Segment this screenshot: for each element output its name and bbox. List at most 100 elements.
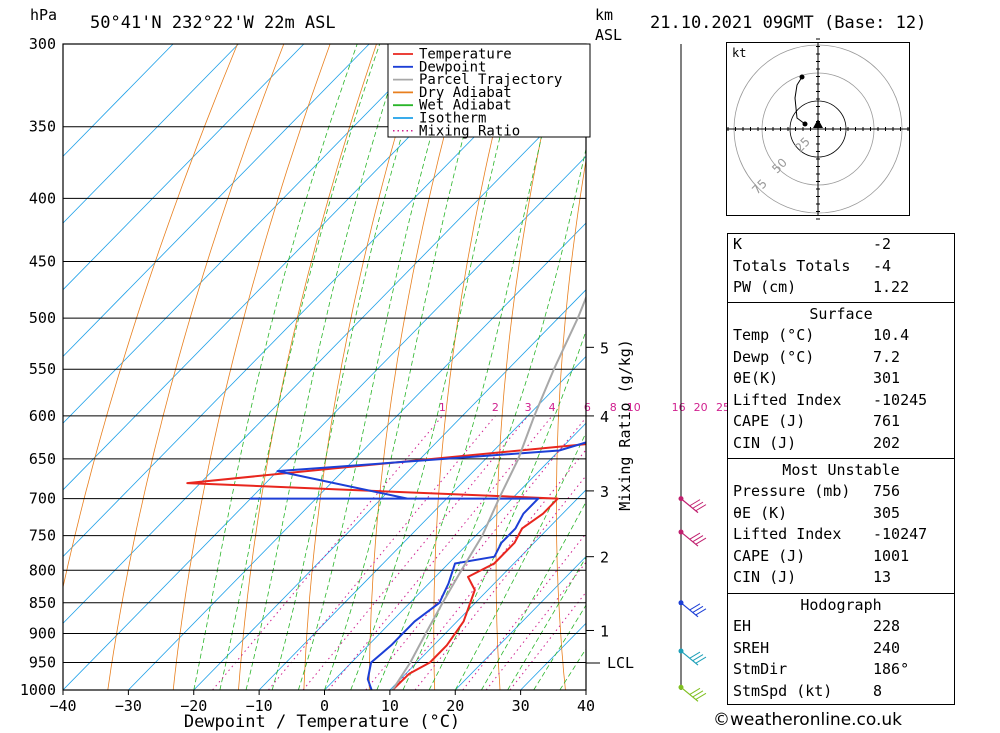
wind-barb-feather xyxy=(692,654,704,661)
wind-barb-feather xyxy=(695,692,707,700)
x-tick-label: −20 xyxy=(180,697,207,715)
mixing-ratio-label: 3 xyxy=(525,401,532,414)
hodograph-frame xyxy=(726,42,910,216)
km-tick-label: 1 xyxy=(600,622,609,640)
isotherm-line xyxy=(63,44,435,424)
mixing-ratio-labels: 1 2 3 4 6 8 10 16 20 25 xyxy=(439,401,730,414)
isotherm-line xyxy=(63,89,586,624)
most-unstable-row: θE (K) 305 xyxy=(733,503,901,522)
legend-label: Parcel Trajectory xyxy=(419,72,562,88)
hodograph-row: StmSpd (kt) 8 xyxy=(733,681,883,700)
km-tick-label: 4 xyxy=(600,408,609,426)
wind-barb-feather xyxy=(689,603,701,611)
most-unstable-title: Most Unstable xyxy=(782,461,900,479)
height-axis: 5 4 3 2 1 xyxy=(586,339,609,640)
wind-barb-feather xyxy=(689,651,701,659)
isotherm-line xyxy=(63,44,566,558)
index-row-k: K -2 xyxy=(733,235,892,253)
wet-adiabat-line xyxy=(193,44,358,690)
dewpoint-line xyxy=(249,441,586,690)
mixing-ratio-label: 16 xyxy=(672,401,686,414)
pressure-tick-label: 650 xyxy=(29,450,56,468)
wind-barb-feather xyxy=(689,532,701,540)
mixing-ratio-label: 8 xyxy=(610,401,617,414)
mixing-ratio-label: 20 xyxy=(694,401,708,414)
x-tick-label: −30 xyxy=(115,697,142,715)
wet-adiabat-line xyxy=(376,44,565,690)
wind-barb-feather xyxy=(692,501,704,509)
most-unstable-row: CIN (J) 13 xyxy=(733,568,892,586)
wet-adiabat-line xyxy=(219,44,381,690)
pressure-tick-label: 600 xyxy=(29,407,56,425)
lcl-label: LCL xyxy=(607,654,634,672)
pressure-tick-label: 500 xyxy=(29,309,56,327)
x-axis-label: Dewpoint / Temperature (°C) xyxy=(184,712,460,732)
most-unstable-row: Lifted Index -10247 xyxy=(733,525,928,543)
wet-adiabat-line xyxy=(454,431,586,690)
wind-barb-feather xyxy=(689,499,701,507)
legend-label: Temperature xyxy=(419,47,512,63)
isotherm-line xyxy=(63,44,174,157)
most-unstable-row: Pressure (mb) 756 xyxy=(733,482,901,500)
wind-profile xyxy=(678,44,707,702)
storm-motion-marker xyxy=(813,119,823,128)
dry-adiabat-line xyxy=(107,44,285,690)
dry-adiabat-line xyxy=(495,44,563,690)
station-location: 50°41'N 232°22'W 22m ASL xyxy=(90,13,336,33)
x-tick-label: 0 xyxy=(320,697,329,715)
isotherm-line xyxy=(193,289,586,690)
credit-link[interactable]: ©weatheronline.co.uk xyxy=(713,710,903,730)
most-unstable-row: CAPE (J) 1001 xyxy=(733,546,910,565)
isotherm-line xyxy=(63,44,501,491)
dry-adiabat-line xyxy=(63,44,238,590)
wind-barb-feather xyxy=(692,605,704,613)
hodograph-unit: kt xyxy=(732,46,746,60)
mixing-ratio-label: 10 xyxy=(627,401,641,414)
isotherm-line xyxy=(63,44,370,358)
pressure-tick-label: 1000 xyxy=(20,681,56,699)
isotherm-line xyxy=(454,556,586,690)
pressure-tick-label: 800 xyxy=(29,561,56,579)
wind-barb-feather xyxy=(692,690,704,698)
surface-title: Surface xyxy=(809,305,873,323)
wind-barb-feather xyxy=(695,608,707,616)
legend-label: Mixing Ratio xyxy=(419,123,520,139)
x-tick-label: 10 xyxy=(381,697,399,715)
isotherm-line xyxy=(324,422,586,690)
wind-barb-feather xyxy=(695,537,707,545)
wind-barb-feather xyxy=(689,687,701,695)
pressure-unit: hPa xyxy=(30,6,57,24)
mixing-ratio-axis-label: Mixing Ratio (g/kg) xyxy=(616,339,634,511)
wind-barb xyxy=(680,686,699,702)
hodograph-table: Hodograph EH 228 SREH 240 StmDir 186° StmSp… xyxy=(727,593,955,705)
x-tick-label: 20 xyxy=(446,697,464,715)
dry-adiabat-line xyxy=(556,157,586,690)
isotherm-line xyxy=(63,44,305,291)
km-tick-label: 3 xyxy=(600,483,609,501)
isotherm-line xyxy=(63,155,586,690)
dry-adiabat-line xyxy=(238,44,377,690)
mixing-ratio-line xyxy=(212,415,443,690)
hodograph-row: StmDir 186° xyxy=(733,660,910,678)
wind-barb xyxy=(680,650,699,666)
hodograph-row: SREH 240 xyxy=(733,638,901,657)
legend-label: Dry Adiabat xyxy=(419,85,512,101)
surface-row: CIN (J) 202 xyxy=(733,433,901,452)
pressure-tick-label: 700 xyxy=(29,490,56,508)
isotherm-line xyxy=(389,489,586,690)
wind-barb xyxy=(680,531,699,547)
surface-row: CAPE (J) 761 xyxy=(733,412,901,430)
pressure-tick-label: 450 xyxy=(29,253,56,271)
pressure-tick-label: 900 xyxy=(29,624,56,642)
mixing-ratio-label: 25 xyxy=(716,401,730,414)
dry-adiabat-line xyxy=(671,44,701,690)
legend-label: Wet Adiabat xyxy=(419,98,512,114)
parcel-trajectory-line xyxy=(391,295,586,690)
pressure-tick-label: 850 xyxy=(29,594,56,612)
mixing-ratio-line xyxy=(365,416,586,690)
dry-adiabat-line xyxy=(172,44,331,690)
surface-row: Temp (°C) 10.4 xyxy=(733,326,910,344)
pressure-tick-label: 550 xyxy=(29,360,56,378)
